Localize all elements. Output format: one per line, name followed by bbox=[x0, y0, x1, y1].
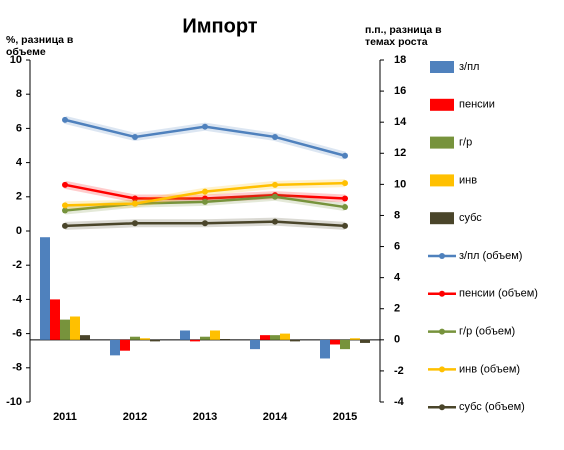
line-point bbox=[62, 202, 68, 209]
line-point bbox=[272, 181, 278, 188]
line-point bbox=[342, 152, 348, 159]
y2-tick-label: 18 bbox=[394, 54, 406, 66]
bar bbox=[190, 339, 200, 342]
legend-swatch bbox=[430, 61, 454, 73]
x-tick-label: 2013 bbox=[193, 411, 217, 423]
bar bbox=[180, 330, 190, 340]
bar bbox=[330, 339, 340, 345]
line-point bbox=[202, 220, 208, 227]
y-tick-label: 10 bbox=[10, 54, 22, 66]
legend-label: з/пл (объем) bbox=[459, 250, 522, 262]
bar bbox=[140, 338, 150, 340]
line-point bbox=[62, 116, 68, 123]
line-point bbox=[342, 204, 348, 211]
y2-tick-label: 10 bbox=[394, 178, 406, 190]
y-tick-label: -2 bbox=[12, 259, 22, 271]
legend-swatch bbox=[430, 174, 454, 187]
y2-tick-label: 16 bbox=[394, 85, 406, 97]
line-point bbox=[132, 195, 138, 202]
bar bbox=[350, 338, 360, 340]
bar bbox=[320, 339, 330, 359]
legend-label: инв bbox=[459, 174, 477, 186]
line-point bbox=[202, 123, 208, 130]
y-tick-label: -10 bbox=[6, 396, 22, 408]
legend-label: пенсии (объем) bbox=[459, 288, 538, 300]
legend-swatch bbox=[430, 98, 454, 111]
y-tick-label: 4 bbox=[16, 157, 23, 169]
x-tick-label: 2015 bbox=[333, 411, 357, 423]
bar bbox=[60, 319, 70, 340]
bar bbox=[280, 333, 290, 340]
line-point bbox=[342, 222, 348, 229]
bar bbox=[150, 339, 160, 342]
bar bbox=[290, 339, 300, 342]
y2-tick-label: 8 bbox=[394, 209, 400, 221]
y-tick-label: 0 bbox=[16, 225, 22, 237]
line-point bbox=[132, 133, 138, 140]
x-tick-label: 2012 bbox=[123, 411, 147, 423]
y2-tick-label: -4 bbox=[394, 396, 405, 408]
bar bbox=[80, 335, 90, 340]
line-point bbox=[132, 220, 138, 227]
y-axis-title: %, разница в объеме bbox=[6, 34, 74, 58]
bar bbox=[110, 339, 120, 356]
line-point bbox=[202, 188, 208, 195]
bar bbox=[40, 237, 50, 340]
bar bbox=[50, 299, 60, 340]
line-point bbox=[62, 181, 68, 188]
y2-tick-label: 4 bbox=[394, 272, 401, 284]
bar bbox=[130, 336, 140, 340]
chart-title: Импорт bbox=[182, 15, 257, 37]
legend-label: субс bbox=[459, 212, 482, 224]
legend-label: г/р bbox=[459, 137, 472, 149]
bar bbox=[360, 339, 370, 343]
bar bbox=[260, 335, 270, 340]
line-point bbox=[272, 218, 278, 225]
line-point bbox=[342, 195, 348, 202]
y2-tick-label: -2 bbox=[394, 365, 404, 377]
legend-swatch bbox=[439, 328, 445, 335]
bar bbox=[200, 336, 210, 340]
legend-swatch bbox=[439, 404, 445, 411]
x-tick-label: 2014 bbox=[263, 411, 288, 423]
y-tick-label: 6 bbox=[16, 122, 22, 134]
x-tick-label: 2011 bbox=[53, 411, 77, 423]
line-point bbox=[62, 207, 68, 214]
bar bbox=[250, 339, 260, 350]
bar bbox=[210, 330, 220, 340]
y-tick-label: -8 bbox=[12, 362, 22, 374]
bar bbox=[70, 316, 80, 340]
bar bbox=[270, 335, 280, 340]
legend-swatch bbox=[430, 136, 454, 149]
line-point bbox=[272, 133, 278, 140]
y2-tick-label: 14 bbox=[394, 116, 407, 128]
line-point bbox=[202, 198, 208, 205]
legend-label: инв (объем) bbox=[459, 363, 520, 375]
bar bbox=[120, 339, 130, 351]
line-point bbox=[132, 200, 138, 207]
y2-tick-label: 6 bbox=[394, 240, 400, 252]
bar bbox=[220, 339, 230, 340]
line-point bbox=[62, 222, 68, 229]
y2-tick-label: 2 bbox=[394, 303, 400, 315]
y2-tick-label: 0 bbox=[394, 334, 400, 346]
legend-swatch bbox=[430, 212, 454, 225]
legend-label: г/р (объем) bbox=[459, 326, 515, 338]
legend-swatch bbox=[439, 290, 445, 297]
line-point bbox=[272, 193, 278, 200]
y2-tick-label: 12 bbox=[394, 147, 406, 159]
y-tick-label: 2 bbox=[16, 191, 22, 203]
legend-label: пенсии bbox=[459, 99, 495, 111]
y-tick-label: 8 bbox=[16, 88, 22, 100]
y-tick-label: -6 bbox=[12, 328, 22, 340]
legend-swatch bbox=[439, 366, 445, 373]
y2-axis-title: п.п., разница в темах роста bbox=[365, 24, 442, 48]
legend-label: субс (объем) bbox=[459, 401, 525, 413]
bar bbox=[340, 339, 350, 350]
legend-label: з/пл bbox=[459, 61, 479, 73]
y-tick-label: -4 bbox=[12, 293, 23, 305]
legend-swatch bbox=[439, 253, 445, 259]
line-point bbox=[342, 180, 348, 187]
